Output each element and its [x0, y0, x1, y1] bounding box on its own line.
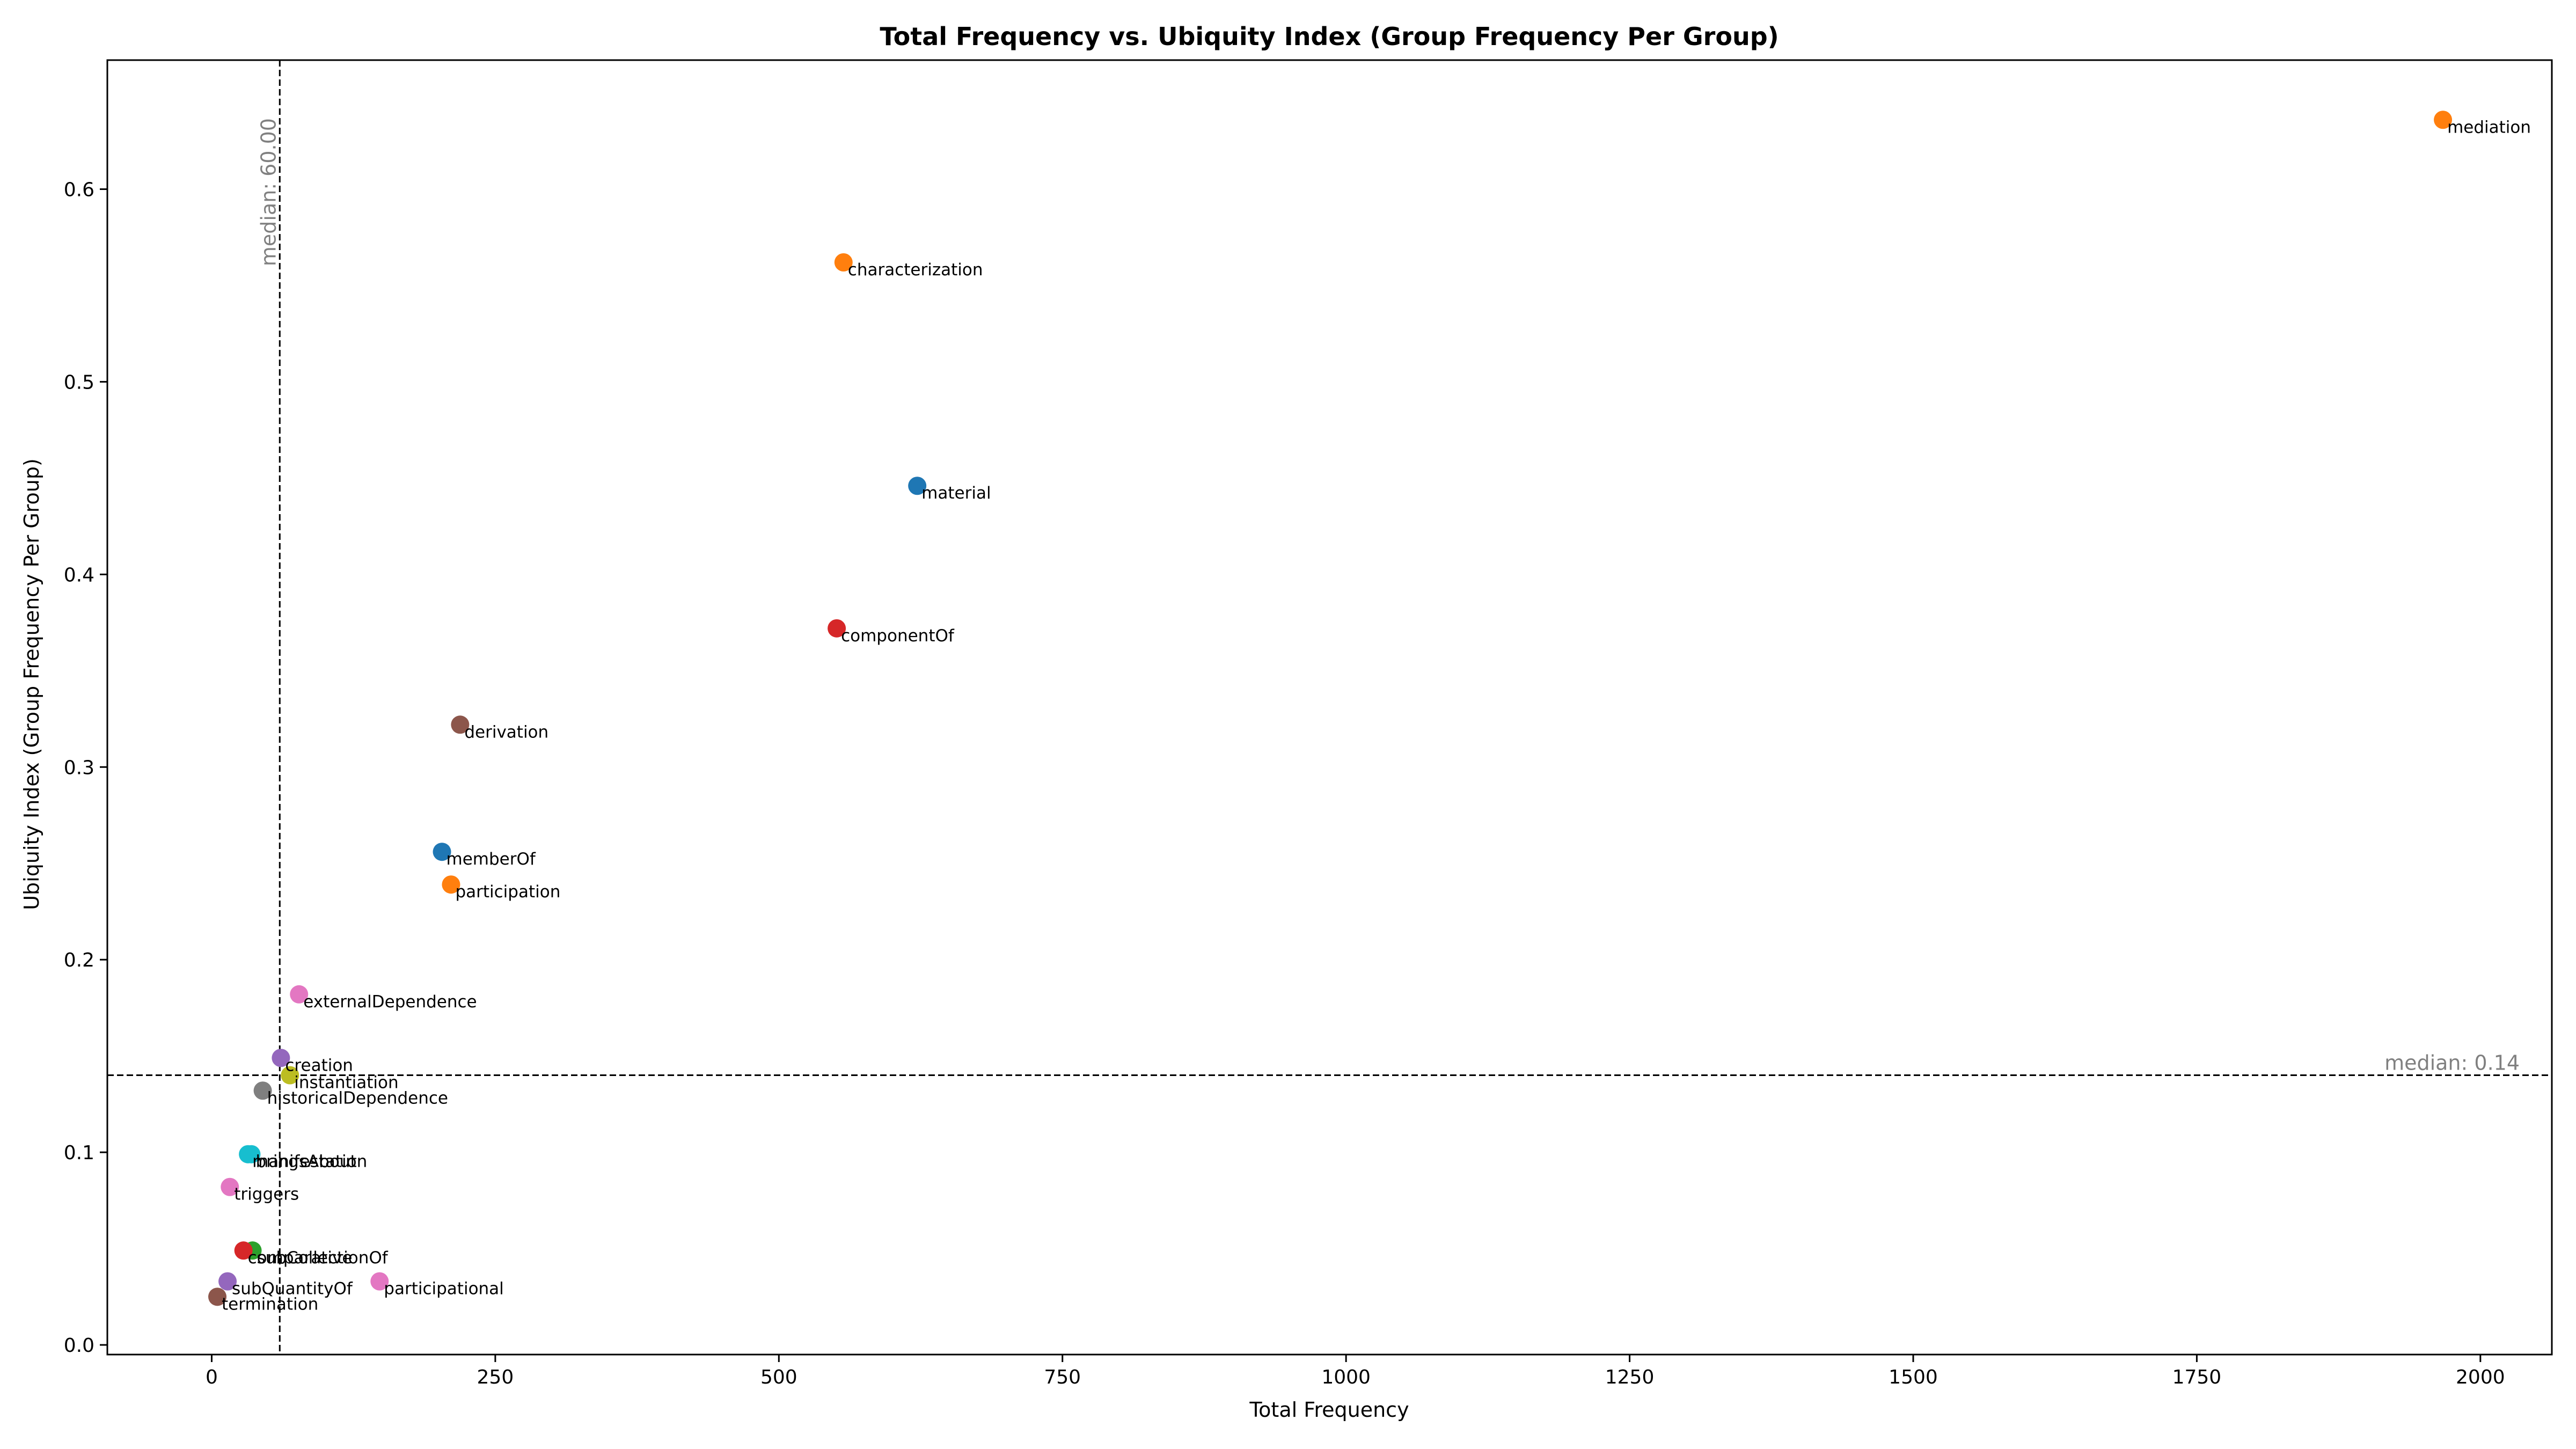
data-point-mediation — [2434, 111, 2453, 129]
data-point-instantiation — [281, 1066, 299, 1085]
x-tick-label: 500 — [760, 1366, 797, 1388]
point-label-historicalDependence: historicalDependence — [267, 1088, 448, 1108]
point-label-characterization: characterization — [848, 260, 983, 280]
point-label-participational: participational — [384, 1279, 504, 1299]
point-label-subQuantityOf: subQuantityOf — [232, 1279, 353, 1299]
point-label-comparative: comparative — [248, 1248, 353, 1268]
point-label-participation: participation — [455, 882, 560, 902]
point-label-derivation: derivation — [464, 722, 548, 742]
plot-background — [107, 60, 2552, 1355]
median-lines: median: 60.00 median: 0.14 — [107, 60, 2552, 1355]
data-point-componentOf — [828, 619, 846, 638]
point-label-memberOf: memberOf — [447, 850, 536, 869]
point-label-triggers: triggers — [234, 1185, 299, 1204]
y-axis-label: Ubiquity Index (Group Frequency Per Grou… — [20, 458, 43, 910]
x-tick-label: 250 — [477, 1366, 514, 1388]
data-point-externalDependence — [290, 985, 309, 1004]
x-tick-label: 1750 — [2172, 1366, 2222, 1388]
x-tick-label: 1000 — [1321, 1366, 1371, 1388]
data-point-memberOf — [433, 843, 451, 861]
y-tick-label: 0.0 — [64, 1335, 94, 1357]
data-point-bringsAbout — [242, 1145, 261, 1163]
x-tick-label: 750 — [1044, 1366, 1081, 1388]
y-tick-label: 0.1 — [64, 1142, 94, 1164]
point-label-componentOf: componentOf — [841, 626, 955, 646]
data-point-triggers — [221, 1177, 239, 1196]
data-point-subQuantityOf — [218, 1272, 237, 1291]
median-y-label: median: 0.14 — [2384, 1051, 2520, 1075]
point-label-termination: termination — [222, 1294, 318, 1314]
data-points — [208, 111, 2453, 1306]
axis-ticks: 0 250 500 750 1000 1250 1500 1750 2000 0.0 0.1 0.2 0… — [64, 179, 2505, 1388]
y-tick-label: 0.3 — [64, 757, 94, 779]
point-label-bringsAbout: bringsAbout — [255, 1152, 356, 1172]
x-tick-label: 2000 — [2456, 1366, 2505, 1388]
x-tick-label: 0 — [206, 1366, 218, 1388]
data-point-participational — [370, 1272, 389, 1291]
y-tick-label: 0.6 — [64, 179, 94, 201]
plot-frame — [106, 59, 2553, 1356]
x-tick-label: 1250 — [1605, 1366, 1655, 1388]
point-label-subCollectionOf: subCollectionOf — [257, 1248, 389, 1268]
point-label-material: material — [921, 484, 991, 503]
data-point-historicalDependence — [253, 1081, 272, 1100]
data-point-material — [908, 477, 927, 495]
data-point-derivation — [451, 715, 470, 734]
x-tick-label: 1500 — [1889, 1366, 1938, 1388]
y-tick-label: 0.2 — [64, 949, 94, 971]
point-label-mediation: mediation — [2447, 118, 2531, 137]
data-point-labels: mediation characterization material compone… — [222, 118, 2531, 1314]
point-label-creation: creation — [285, 1056, 353, 1075]
data-point-comparative — [234, 1241, 253, 1260]
point-label-instantiation: instantiation — [294, 1073, 398, 1093]
data-point-characterization — [834, 253, 853, 272]
point-label-externalDependence: externalDependence — [303, 992, 477, 1012]
chart-title: Total Frequency vs. Ubiquity Index (Grou… — [880, 22, 1779, 51]
data-point-termination — [208, 1287, 227, 1306]
point-label-manifestation: manifestation — [252, 1152, 367, 1172]
data-point-creation — [272, 1049, 290, 1067]
y-tick-label: 0.5 — [64, 371, 94, 393]
x-axis-label: Total Frequency — [1249, 1398, 1409, 1422]
data-point-participation — [442, 875, 460, 894]
median-x-label: median: 60.00 — [257, 118, 280, 266]
y-tick-label: 0.4 — [64, 564, 94, 586]
